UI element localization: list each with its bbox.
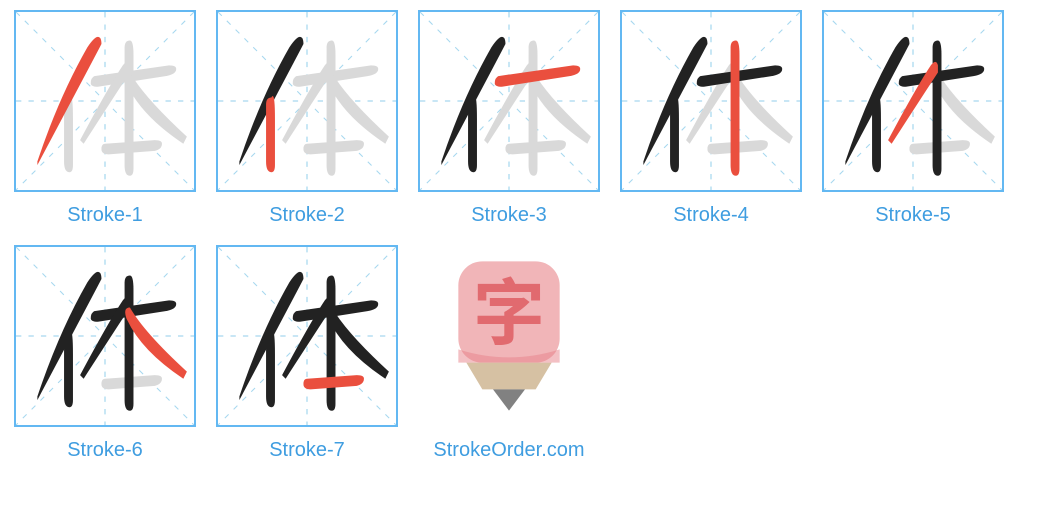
stroke-row-2: Stroke-6 Stroke-7 字 StrokeOrder.com (14, 245, 1036, 462)
stroke-tile-6 (14, 245, 196, 427)
stroke-tile-3 (418, 10, 600, 192)
stroke-row-1: Stroke-1 Stroke-2 Stroke-3 Stroke-4 Stroke-5 (14, 10, 1036, 227)
site-logo-cell: 字 StrokeOrder.com (418, 245, 600, 462)
stroke-caption-1: Stroke-1 (67, 204, 143, 227)
svg-text:字: 字 (473, 256, 545, 360)
stroke-caption-5: Stroke-5 (875, 204, 951, 227)
stroke-tile-7 (216, 245, 398, 427)
stroke-cell-6: Stroke-6 (14, 245, 196, 462)
stroke-cell-2: Stroke-2 (216, 10, 398, 227)
stroke-tile-2 (216, 10, 398, 192)
site-label: StrokeOrder.com (433, 439, 584, 462)
stroke-cell-4: Stroke-4 (620, 10, 802, 227)
stroke-caption-4: Stroke-4 (673, 204, 749, 227)
stroke-cell-1: Stroke-1 (14, 10, 196, 227)
stroke-cell-5: Stroke-5 (822, 10, 1004, 227)
stroke-order-page: Stroke-1 Stroke-2 Stroke-3 Stroke-4 Stroke-5… (0, 0, 1050, 490)
stroke-tile-1 (14, 10, 196, 192)
stroke-caption-6: Stroke-6 (67, 439, 143, 462)
stroke-cell-3: Stroke-3 (418, 10, 600, 227)
site-logo: 字 (418, 245, 600, 427)
stroke-caption-2: Stroke-2 (269, 204, 345, 227)
stroke-tile-4 (620, 10, 802, 192)
stroke-caption-3: Stroke-3 (471, 204, 547, 227)
stroke-cell-7: Stroke-7 (216, 245, 398, 462)
stroke-tile-5 (822, 10, 1004, 192)
stroke-caption-7: Stroke-7 (269, 439, 345, 462)
